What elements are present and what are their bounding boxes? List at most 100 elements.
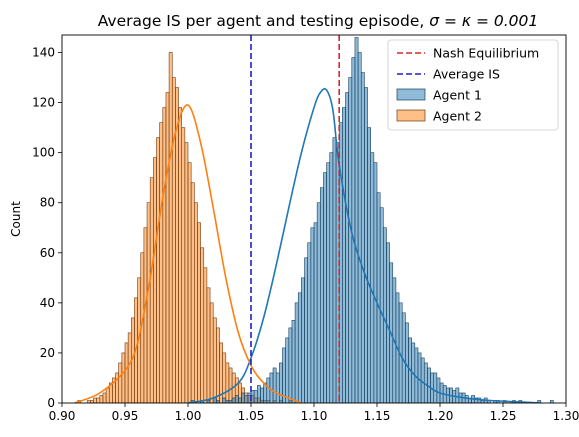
histogram-bar (323, 172, 327, 403)
histogram-bar (464, 395, 469, 403)
x-tick-label: 1.25 (490, 409, 517, 423)
kde-curve (74, 104, 302, 403)
histogram-bar (102, 392, 107, 403)
histogram-bar (168, 52, 173, 403)
histogram-bar (332, 137, 337, 403)
histogram-bar (294, 302, 299, 403)
histogram-bar (367, 127, 371, 403)
legend-label: Agent 1 (433, 88, 482, 103)
histogram-bar (275, 372, 280, 403)
histogram-bar (329, 152, 334, 403)
histogram-bar (354, 37, 359, 403)
y-tick-label: 20 (40, 346, 55, 360)
histogram-bar (99, 395, 104, 403)
histogram-bar (379, 207, 384, 403)
histogram-bar (282, 347, 286, 403)
histogram-bar (203, 267, 208, 403)
histogram-bar (326, 162, 331, 403)
histogram-bar (124, 342, 129, 403)
histogram-bar (231, 397, 236, 403)
histogram-bar (181, 127, 186, 403)
histogram-bar (436, 377, 441, 403)
legend-box (387, 39, 559, 131)
histogram-bar (549, 400, 554, 403)
histogram-bar (149, 177, 154, 403)
histogram-bar (537, 400, 542, 403)
histogram-bar (360, 72, 365, 403)
histogram-bar (244, 395, 249, 403)
histogram-bar (159, 122, 164, 403)
y-tick-label: 0 (47, 396, 55, 410)
histogram-bar (194, 202, 198, 403)
histogram-bar (307, 242, 312, 403)
y-tick-label: 40 (40, 296, 55, 310)
histogram-bar (121, 352, 126, 403)
y-axis-ticks: 0 20 40 60 80 100 120 140 (32, 46, 62, 410)
histogram-bar (190, 182, 195, 403)
histogram-bar (127, 332, 132, 403)
histogram-bar (376, 192, 381, 403)
histogram-bar (228, 367, 233, 403)
histogram-bar (234, 395, 239, 403)
histogram-bar (241, 392, 246, 403)
legend-patch-swatch (396, 88, 426, 101)
histogram-bar (345, 92, 349, 403)
histogram-bar (212, 397, 217, 403)
x-tick-label: 1.20 (427, 409, 454, 423)
legend-label: Nash Equilibrium (433, 46, 539, 61)
histogram-bar (260, 387, 264, 403)
histogram-bar (225, 362, 230, 403)
histogram-bar (301, 277, 305, 403)
histogram-bar (351, 57, 356, 403)
histogram-bar (165, 92, 170, 403)
histogram-bar (370, 152, 375, 403)
y-tick-label: 80 (40, 196, 55, 210)
histogram-bar (105, 387, 110, 403)
histogram-bar (348, 77, 353, 403)
histogram-bar (118, 362, 123, 403)
histogram-bar (285, 337, 290, 403)
histogram-bar (162, 107, 167, 403)
histogram-bar (206, 400, 211, 403)
histogram-bar (342, 107, 346, 403)
histogram-bar (266, 377, 271, 403)
histogram-bar (197, 222, 201, 403)
histogram-bar (238, 397, 242, 403)
histogram-bar (156, 137, 160, 403)
histogram-bar (212, 317, 217, 403)
histogram-bar (96, 397, 101, 403)
legend-patch-swatch (396, 109, 426, 122)
y-tick-label: 60 (40, 246, 55, 260)
histogram-bar (146, 202, 151, 403)
histogram-bar (184, 142, 189, 403)
histogram-bar (279, 362, 283, 403)
histogram-bar (222, 397, 227, 403)
histogram-bar (200, 247, 205, 403)
histogram-bar (209, 302, 214, 403)
histogram-bar (382, 227, 387, 403)
histogram-bar (288, 327, 293, 403)
legend: Nash Equilibrium Average IS Agent 1 Agent 2 (387, 39, 559, 131)
histogram-bar (373, 162, 378, 403)
y-tick-label: 100 (32, 146, 55, 160)
histogram-bar (455, 387, 460, 403)
histogram-bar (310, 227, 315, 403)
histogram-bar (178, 107, 183, 403)
reference-lines (250, 35, 341, 403)
histogram-bar (433, 372, 438, 403)
histogram-bar (187, 162, 192, 403)
x-tick-label: 1.15 (364, 409, 391, 423)
y-tick-label: 120 (32, 96, 55, 110)
histogram-bar (175, 87, 179, 403)
histogram-bar (253, 390, 258, 403)
axes-frame (61, 34, 567, 404)
x-tick-label: 1.00 (175, 409, 202, 423)
legend-label: Average IS (433, 67, 500, 82)
histogram-bar (222, 352, 227, 403)
x-tick-label: 1.30 (553, 409, 579, 423)
histogram-bar (216, 327, 220, 403)
chart-title: Average IS per agent and testing episode… (98, 12, 539, 30)
histogram-bar (206, 287, 211, 403)
x-tick-label: 1.10 (301, 409, 328, 423)
